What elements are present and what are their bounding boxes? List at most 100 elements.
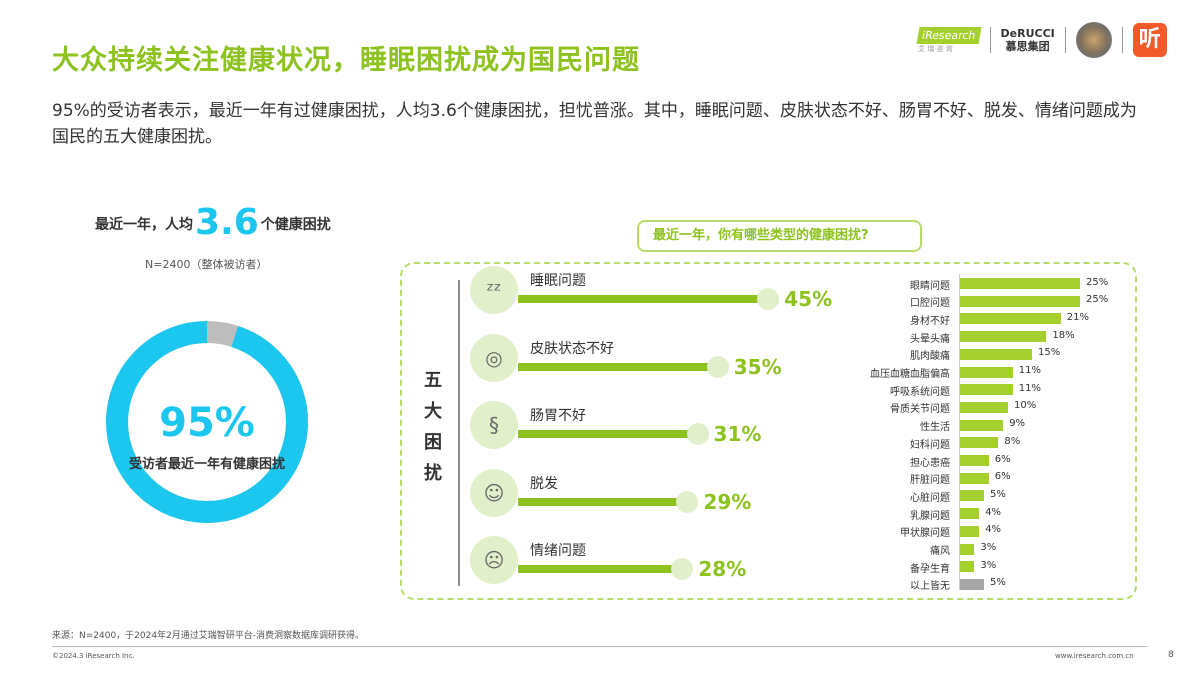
- bar-label: 肌肉酸痛: [910, 351, 950, 363]
- average-line: 最近一年，人均3.6 个健康困扰: [95, 202, 331, 243]
- bar-value: 5%: [990, 488, 1006, 500]
- top5-bar-knob: [671, 558, 694, 580]
- bar-label: 以上皆无: [910, 581, 950, 593]
- avg-value: 3.6: [195, 202, 259, 243]
- bar-value: 21%: [1066, 311, 1090, 323]
- footer-url: www.iresearch.com.cn: [1055, 652, 1134, 660]
- bar-label: 身材不好: [910, 315, 950, 327]
- bar: [960, 278, 1080, 289]
- top5-value: 35%: [733, 354, 782, 379]
- bar-label: 肝脏问题: [910, 475, 950, 487]
- derucci-sub: 慕思集团: [1005, 40, 1050, 53]
- hair-icon: ☺: [470, 468, 518, 517]
- copyright: ©2024.3 iResearch Inc.: [52, 652, 135, 660]
- top5-label: 肠胃不好: [530, 408, 586, 424]
- top5-label: 情绪问题: [530, 543, 586, 559]
- ting-logo: 听: [1132, 23, 1167, 57]
- bar-label: 眼睛问题: [910, 280, 950, 292]
- divider: [1121, 27, 1123, 53]
- bar-value: 15%: [1038, 347, 1061, 359]
- intro-text: 95%的受访者表示，最近一年有过健康困扰，人均3.6个健康困扰，担忧普涨。其中，…: [52, 101, 1137, 147]
- bar-value: 4%: [985, 524, 1002, 536]
- bar-label: 备孕生育: [910, 563, 950, 575]
- seal-logo: [1075, 22, 1112, 58]
- fingerprint-icon: ◎: [470, 333, 518, 382]
- bar-label: 乳腺问题: [910, 510, 950, 522]
- bar-label: 妇科问题: [910, 439, 950, 451]
- donut-chart: [106, 321, 308, 523]
- bar: [960, 366, 1013, 378]
- bar-value: 3%: [980, 542, 997, 553]
- bar: [960, 508, 980, 520]
- iresearch-logo: iResearch 艾 瑞 咨 询: [916, 26, 982, 54]
- bar-label: 心脏问题: [910, 492, 950, 504]
- top5-bar: [518, 565, 683, 573]
- partner-logos: iResearch 艾 瑞 咨 询 DeRUCCI 慕思集团 听: [916, 20, 1167, 60]
- top5-value: 28%: [698, 557, 747, 581]
- donut-percent: 95%: [159, 400, 255, 446]
- top5-bar: [518, 497, 688, 506]
- bar-value: 11%: [1018, 365, 1042, 376]
- bar-label: 口腔问题: [910, 298, 950, 310]
- bar: [960, 455, 989, 466]
- bar-value: 6%: [994, 453, 1011, 465]
- bar-label: 骨质关节问题: [890, 404, 950, 416]
- bar-label: 性生活: [920, 422, 950, 434]
- bar-label: 血压血糖血脂偏高: [870, 369, 950, 380]
- top5-label: 脱发: [530, 475, 558, 492]
- bar-label: 痛风: [930, 546, 950, 557]
- bar: [960, 295, 1080, 307]
- top5-bar: [518, 430, 698, 438]
- bar-value: 3%: [980, 559, 997, 571]
- bar: [960, 543, 975, 555]
- question-label: 最近一年，你有哪些类型的健康困扰?: [637, 220, 922, 252]
- top5-bar-knob: [686, 423, 709, 445]
- top5-value: 29%: [703, 489, 752, 514]
- top5-bar-knob: [706, 355, 729, 378]
- top5-value: 45%: [784, 287, 833, 311]
- bar-value: 5%: [990, 577, 1006, 589]
- top5-bar: [518, 362, 718, 371]
- derucci-text: DeRUCCI: [1000, 27, 1055, 40]
- bar-value: 11%: [1018, 382, 1042, 394]
- avg-prefix: 最近一年，人均: [95, 217, 193, 233]
- bar: [960, 437, 999, 449]
- top5-bar: [518, 295, 769, 303]
- footer-divider: [52, 646, 1147, 647]
- bar-value: 18%: [1052, 329, 1075, 341]
- divider: [1064, 27, 1066, 53]
- bar: [960, 561, 975, 573]
- bar-value: 4%: [985, 506, 1002, 518]
- stomach-icon: §: [470, 401, 518, 449]
- bar-value: 8%: [1004, 435, 1021, 447]
- bar: [960, 419, 1004, 431]
- bar-value: 9%: [1009, 418, 1026, 430]
- bar: [960, 384, 1013, 396]
- bar-label: 担心患癌: [910, 457, 950, 469]
- bar: [960, 401, 1008, 413]
- bar: [960, 331, 1047, 343]
- bar: [960, 578, 984, 590]
- source-note: 来源：N=2400，于2024年2月通过艾瑞智研平台-消费洞察数据库调研获得。: [52, 631, 365, 641]
- bar-axis: [959, 274, 960, 590]
- iresearch-text: iResearch: [916, 26, 982, 44]
- bar: [960, 490, 984, 502]
- derucci-logo: DeRUCCI 慕思集团: [1001, 27, 1055, 53]
- bar: [960, 472, 989, 484]
- top5-title: 五大困扰: [424, 370, 442, 484]
- page-title: 大众持续关注健康状况，睡眠困扰成为国民问题: [52, 45, 640, 76]
- top5-bar-knob: [676, 490, 699, 513]
- donut-label: 受访者最近一年有健康困扰: [128, 457, 285, 472]
- sleep-icon: ᶻᶻ: [470, 266, 518, 314]
- sample-size: N=2400（整体被访者）: [145, 258, 268, 271]
- page-number: 8: [1168, 650, 1174, 660]
- bar-value: 25%: [1086, 294, 1109, 306]
- emotion-icon: ☹: [470, 536, 518, 584]
- top5-label: 皮肤状态不好: [530, 340, 614, 357]
- avg-suffix: 个健康困扰: [260, 217, 331, 233]
- chart-panel: [400, 262, 1137, 600]
- top5-value: 31%: [713, 422, 762, 446]
- bar: [960, 313, 1061, 325]
- bar-value: 25%: [1086, 276, 1109, 288]
- bar-label: 甲状腺问题: [900, 528, 950, 540]
